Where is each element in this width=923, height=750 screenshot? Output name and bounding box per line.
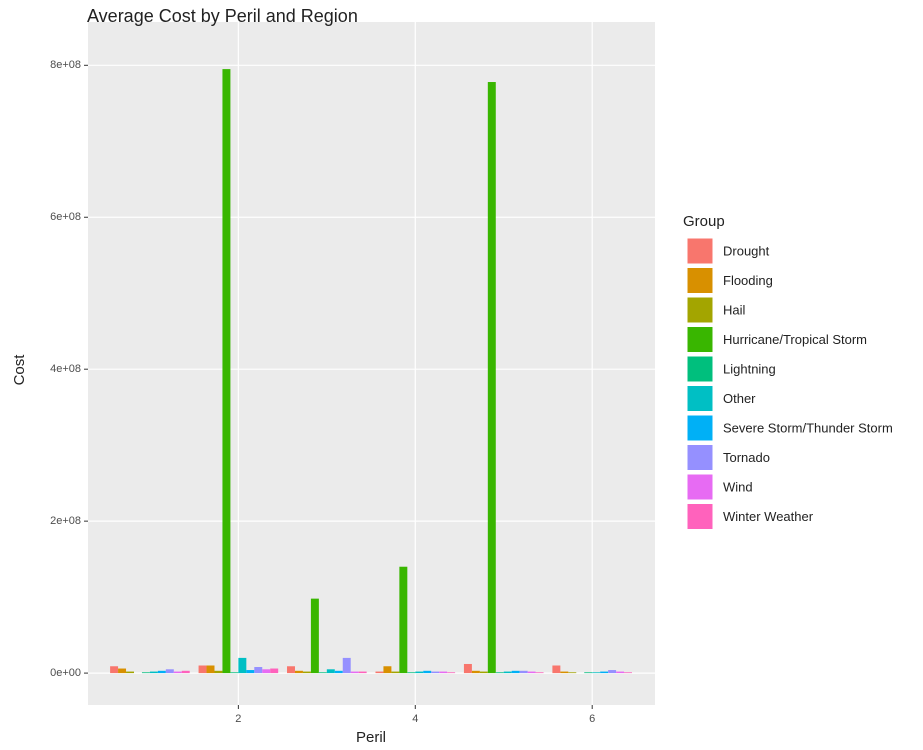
legend-key xyxy=(686,385,714,412)
legend-label: Drought xyxy=(723,243,770,258)
bar xyxy=(157,670,166,674)
bar xyxy=(600,671,609,674)
bar xyxy=(262,669,271,674)
bar xyxy=(141,672,150,674)
bar xyxy=(439,671,448,674)
bar xyxy=(302,671,311,674)
legend-label: Severe Storm/Thunder Storm xyxy=(723,420,893,435)
bar xyxy=(294,670,303,674)
bar xyxy=(118,668,127,674)
x-tick-label: 2 xyxy=(235,713,241,725)
bar xyxy=(246,670,255,674)
bar xyxy=(383,666,392,674)
y-axis-label: Cost xyxy=(11,354,28,386)
bar xyxy=(431,671,440,674)
bar xyxy=(230,672,239,674)
legend-label: Tornado xyxy=(723,450,770,465)
bar xyxy=(463,663,472,674)
legend-label: Wind xyxy=(723,479,753,494)
bar xyxy=(270,668,279,674)
bar xyxy=(495,672,504,674)
legend-title: Group xyxy=(683,213,725,230)
legend-key xyxy=(686,503,714,530)
bar xyxy=(415,671,424,674)
legend-key xyxy=(686,296,714,324)
bar xyxy=(479,671,488,674)
x-tick-label: 6 xyxy=(589,713,595,725)
bar xyxy=(358,671,367,674)
bar xyxy=(399,566,408,674)
bar xyxy=(198,665,207,674)
bar xyxy=(592,672,601,674)
bar xyxy=(616,671,625,674)
chart-title: Average Cost by Peril and Region xyxy=(87,6,358,26)
bar xyxy=(350,671,359,674)
bar xyxy=(318,672,327,674)
legend-label: Flooding xyxy=(723,273,773,288)
y-tick-label: 4e+08 xyxy=(50,363,81,375)
bar xyxy=(165,669,174,674)
legend-key xyxy=(686,237,714,265)
bar xyxy=(624,672,633,674)
bar xyxy=(407,672,416,674)
bar xyxy=(423,670,432,674)
bar xyxy=(527,671,536,674)
panel xyxy=(88,22,655,705)
bar xyxy=(568,672,577,674)
bar xyxy=(535,672,544,674)
bar xyxy=(206,665,215,674)
legend-key xyxy=(686,473,714,501)
legend-label: Hurricane/Tropical Storm xyxy=(723,332,867,347)
bar xyxy=(254,667,263,674)
legend-key xyxy=(686,326,714,353)
bar xyxy=(487,82,496,674)
bar xyxy=(222,69,231,674)
legend-key xyxy=(686,355,714,383)
y-tick-label: 0e+00 xyxy=(50,667,81,679)
bar xyxy=(149,671,158,674)
bar xyxy=(560,671,569,674)
bar xyxy=(552,665,561,674)
bar xyxy=(110,666,119,674)
legend-label: Winter Weather xyxy=(723,509,814,524)
legend-label: Hail xyxy=(723,302,746,317)
legend-label: Lightning xyxy=(723,361,776,376)
x-tick-label: 4 xyxy=(412,713,418,725)
bar xyxy=(287,666,295,674)
x-axis-label: Peril xyxy=(356,729,386,746)
y-tick-label: 8e+08 xyxy=(50,59,81,71)
bar xyxy=(503,671,512,674)
bar xyxy=(511,670,520,674)
y-tick-label: 6e+08 xyxy=(50,211,81,223)
y-tick-label: 2e+08 xyxy=(50,515,81,527)
bar xyxy=(447,672,456,674)
bar xyxy=(326,669,335,674)
bar xyxy=(334,670,343,674)
bar xyxy=(342,657,351,674)
bar xyxy=(608,670,617,674)
bar xyxy=(584,672,593,674)
bar xyxy=(471,670,480,674)
bar xyxy=(126,671,134,674)
bar xyxy=(238,657,247,674)
bar xyxy=(181,670,190,674)
legend-key xyxy=(686,444,714,471)
legend-label: Other xyxy=(723,391,756,406)
bar xyxy=(519,670,528,674)
bar xyxy=(173,671,182,674)
bar xyxy=(310,598,319,674)
bar xyxy=(391,671,400,674)
legend-key xyxy=(686,414,714,442)
bar xyxy=(375,671,384,674)
bar xyxy=(214,670,223,674)
legend-key xyxy=(686,267,714,294)
